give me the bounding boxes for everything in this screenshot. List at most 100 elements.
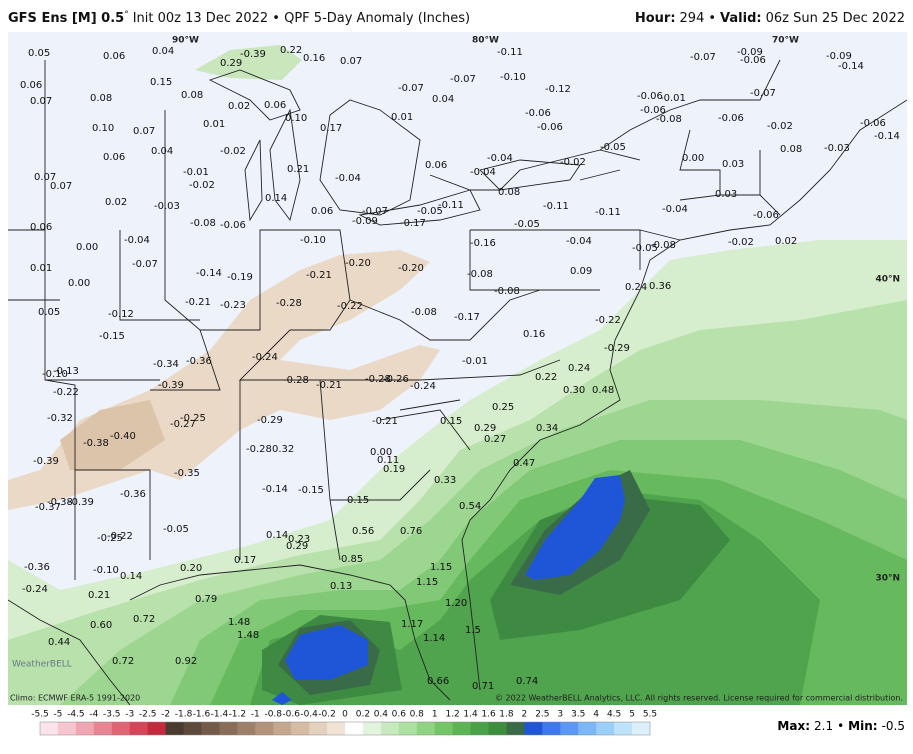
map-value-label: -0.10 (93, 565, 119, 576)
map-value-label: -0.29 (257, 415, 283, 426)
colorbar-tick-label: -4.5 (67, 710, 85, 720)
map-value-label: 0.34 (536, 423, 558, 434)
colorbar-segment (129, 722, 149, 735)
colorbar-segment (255, 722, 274, 735)
map-value-label: -0.22 (595, 315, 621, 326)
map-value-label: -0.07 (690, 52, 716, 63)
map-value-label: 0.79 (195, 594, 217, 605)
map-value-label: 1.48 (228, 617, 250, 628)
map-value-label: -0.21 (306, 270, 332, 281)
grid-label: 90°W (172, 36, 199, 46)
map: WeatherBELL (8, 32, 907, 705)
map-value-label: -0.08 (494, 286, 520, 297)
map-value-label: 0.02 (228, 101, 250, 112)
colorbar-tick-label: -1.2 (229, 710, 247, 720)
map-value-label: 0.76 (400, 526, 422, 537)
map-value-label: -0.39 (68, 497, 94, 508)
map-value-label: -0.17 (400, 218, 426, 229)
map-value-label: 0.85 (341, 554, 363, 565)
map-value-label: 0.21 (287, 164, 309, 175)
map-value-label: -0.06 (753, 210, 779, 221)
map-value-label: 0.07 (30, 96, 52, 107)
map-labels: 0.05 0.06 0.04 -0.39 0.220.16 0.07-0.11 -0.07-… (20, 36, 900, 693)
map-value-label: -0.14 (262, 484, 288, 495)
colorbar-tick-label: 3 (557, 710, 563, 720)
map-value-label: -0.07 (398, 83, 424, 94)
map-value-label: -0.28 (365, 374, 391, 385)
map-value-label: -0.26 (383, 374, 409, 385)
climo: Climo: ECMWF ERA-5 1991-2020 (10, 694, 140, 703)
colorbar-tick-label: 1.4 (463, 710, 478, 720)
map-value-label: -0.11 (438, 200, 464, 211)
colorbar-tick-label: 0.2 (356, 710, 370, 720)
colorbar-tick-label: -1 (251, 710, 260, 720)
map-value-label: 0.33 (434, 475, 456, 486)
map-value-label: -0.20 (345, 258, 371, 269)
colorbar-segment (219, 722, 238, 735)
shade (195, 45, 302, 80)
colorbar-segment (632, 722, 651, 735)
map-value-label: 0.44 (48, 637, 70, 648)
colorbar-segment (596, 722, 615, 735)
colorbar-tick-label: -3.5 (103, 710, 121, 720)
map-value-label: -0.28 (276, 298, 302, 309)
colorbar-tick-label: 1 (432, 710, 438, 720)
map-value-label: -0.02 (560, 157, 586, 168)
map-value-label: -0.40 (110, 431, 136, 442)
map-value-label: -0.06 (640, 105, 666, 116)
map-value-label: 0.00 (76, 242, 98, 253)
map-value-label: -0.04 (566, 236, 592, 247)
colorbar-segment (201, 722, 220, 735)
colorbar-segment (57, 722, 77, 735)
colorbar-segment (183, 722, 202, 735)
map-value-label: -0.23 (220, 300, 246, 311)
map-value-label: -0.39 (158, 380, 184, 391)
map-value-label: -0.29 (604, 343, 630, 354)
map-value-label: 0.03 (715, 189, 737, 200)
colorbar: -5.5 -5 -4.5 -4 -3.5 -3 -2.5 -2 -1.8 -1.6 -1.4 -1.2… (31, 710, 657, 736)
map-value-label: 0.08 (90, 93, 112, 104)
colorbar-segment (542, 722, 561, 735)
map-value-label: -0.11 (543, 201, 569, 212)
colorbar-segment (416, 722, 436, 735)
map-value-label: 0.04 (152, 46, 174, 57)
colorbar-segment (273, 722, 292, 735)
map-value-label: -0.15 (298, 485, 324, 496)
map-value-label: 0.22 (280, 45, 302, 56)
logo: WeatherBELL (12, 660, 72, 670)
map-value-label: -0.09 (737, 47, 763, 58)
map-value-label: -0.10 (42, 369, 68, 380)
colorbar-tick-label: -0.8 (264, 710, 282, 720)
map-value-label: -0.21 (372, 416, 398, 427)
map-value-label: 0.48 (592, 385, 614, 396)
map-value-label: 0.72 (112, 656, 134, 667)
map-value-label: -0.21 (185, 297, 211, 308)
map-value-label: -0.11 (595, 207, 621, 218)
colorbar-tick-label: 4 (593, 710, 599, 720)
map-value-label: -0.22 (107, 531, 133, 542)
map-value-label: -0.07 (362, 206, 388, 217)
map-value-label: 0.15 (440, 416, 462, 427)
colorbar-segment (380, 722, 400, 735)
map-value-label: -0.08 (190, 218, 216, 229)
map-value-label: -0.39 (33, 456, 59, 467)
map-value-label: 0.06 (30, 222, 52, 233)
map-value-label: 0.15 (150, 77, 172, 88)
colorbar-segment (524, 722, 543, 735)
map-value-label: -0.17 (454, 312, 480, 323)
map-value-label: -0.10 (500, 72, 526, 83)
colorbar-tick-label: 1.2 (445, 710, 459, 720)
map-value-label: -0.24 (22, 584, 48, 595)
map-value-label: -0.06 (220, 220, 246, 231)
map-value-label: 0.24 (568, 363, 590, 374)
map-value-label: 0.01 (203, 119, 225, 130)
map-value-label: -0.04 (662, 204, 688, 215)
map-value-label: -0.12 (545, 84, 571, 95)
colorbar-tick-label: -0.2 (318, 710, 336, 720)
map-value-label: -0.07 (132, 259, 158, 270)
map-value-label: -0.24 (410, 381, 436, 392)
map-value-label: 0.36 (649, 281, 671, 292)
map-value-label: 0.25 (492, 402, 514, 413)
map-value-label: 0.04 (151, 146, 173, 157)
map-value-label: -0.21 (316, 380, 342, 391)
